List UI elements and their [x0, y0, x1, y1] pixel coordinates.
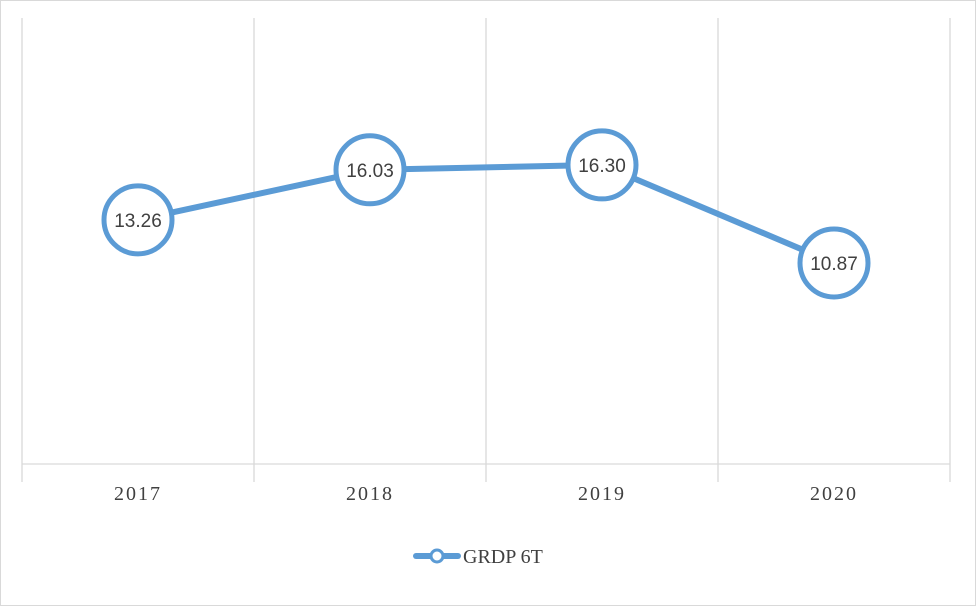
x-tick-label-2017: 2017 — [114, 483, 162, 505]
data-point-2020 — [797, 226, 871, 300]
legend: GRDP 6T — [413, 546, 543, 568]
x-tick-label-2020: 2020 — [810, 483, 858, 505]
data-point-2018 — [333, 133, 407, 207]
data-point-2017 — [101, 183, 175, 257]
x-axis-tick-labels: 2017 2018 2019 2020 — [114, 483, 858, 505]
legend-label: GRDP 6T — [463, 546, 543, 568]
x-tick-label-2018: 2018 — [346, 483, 394, 505]
vertical-gridlines — [21, 18, 951, 464]
data-label-2019: 16.30 — [578, 156, 626, 177]
data-point-2019 — [565, 128, 639, 202]
series-line — [137, 161, 836, 266]
series-markers: 13.26 16.03 16.30 10.87 — [101, 128, 871, 300]
data-label-2018: 16.03 — [346, 161, 394, 182]
x-tick-label-2019: 2019 — [578, 483, 626, 505]
x-axis-ticks — [21, 464, 951, 482]
data-label-2020: 10.87 — [810, 254, 858, 275]
data-label-2017: 13.26 — [114, 211, 162, 232]
legend-marker-swatch — [429, 548, 445, 564]
